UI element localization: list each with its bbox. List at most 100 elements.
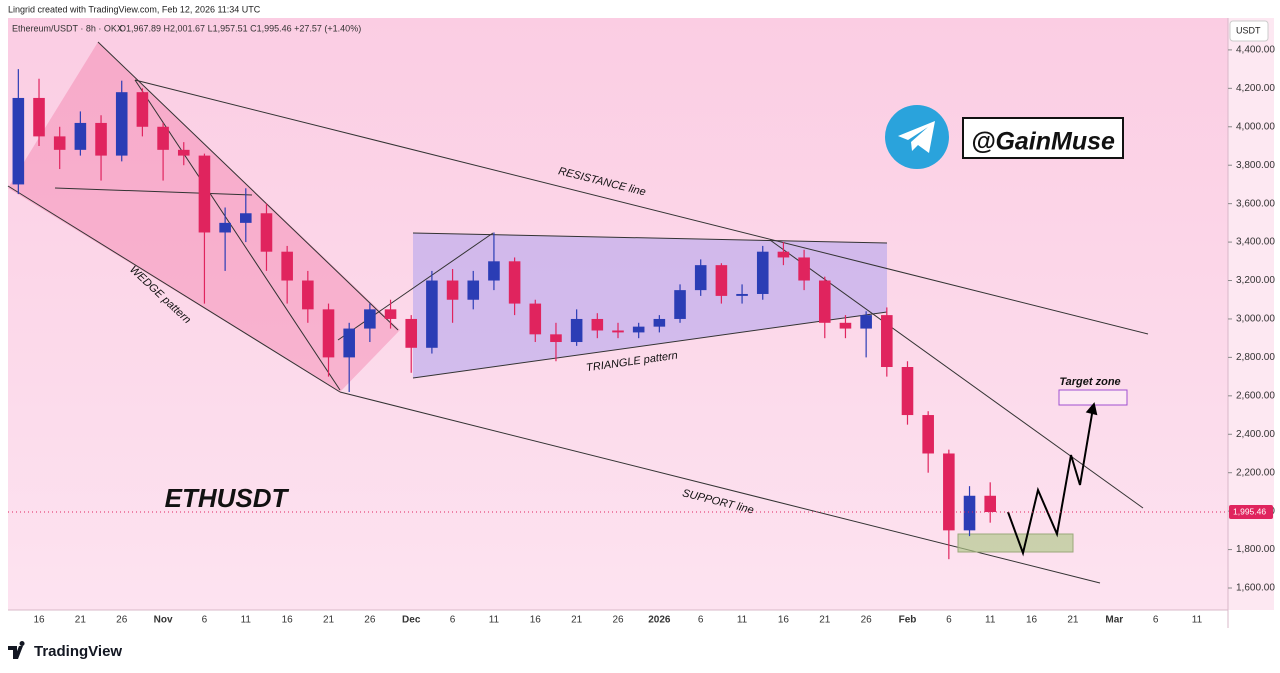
target-box bbox=[1058, 389, 1128, 406]
y-tick-label: 3,600.00 bbox=[1236, 198, 1275, 209]
candle-body bbox=[508, 261, 521, 304]
x-tick-label: 26 bbox=[861, 615, 873, 626]
candle-body bbox=[136, 92, 149, 127]
y-tick-label: 4,400.00 bbox=[1236, 45, 1275, 56]
descending-line bbox=[769, 239, 1144, 509]
candle-body bbox=[798, 257, 810, 281]
candle-body bbox=[446, 280, 459, 300]
y-tick-label: 2,600.00 bbox=[1236, 390, 1275, 401]
candle-body bbox=[74, 122, 87, 150]
x-tick-label: 6 bbox=[1153, 615, 1159, 626]
chart-title: Ethereum/USDT · 8h · OKX bbox=[12, 23, 123, 33]
trend-lines bbox=[7, 41, 1149, 584]
brand-logo bbox=[8, 641, 25, 659]
candle-body bbox=[302, 280, 314, 310]
target-label: Target zone bbox=[1059, 376, 1120, 388]
resistance-line bbox=[134, 79, 1149, 335]
y-tick-label: 3,400.00 bbox=[1236, 237, 1275, 248]
x-tick-label: 16 bbox=[33, 615, 45, 626]
candles bbox=[12, 69, 996, 560]
symbol-label: ETHUSDT bbox=[165, 483, 290, 513]
x-tick-label: Dec bbox=[402, 615, 421, 626]
telegram-plane bbox=[898, 121, 935, 153]
x-tick-label: 11 bbox=[489, 615, 500, 626]
x-tick-label: 21 bbox=[1067, 615, 1079, 626]
candle-body bbox=[12, 97, 25, 185]
x-tick-label: 21 bbox=[75, 615, 87, 626]
watermark: @GainMuse bbox=[971, 128, 1115, 156]
watermark-box bbox=[962, 117, 1124, 159]
y-tick-label: 3,200.00 bbox=[1236, 275, 1275, 286]
wedge-inner bbox=[134, 79, 341, 391]
x-tick-label: 6 bbox=[202, 615, 208, 626]
candle-body bbox=[260, 213, 273, 252]
x-tick-label: 16 bbox=[282, 615, 294, 626]
candle-body bbox=[570, 318, 583, 343]
x-tick-label: 21 bbox=[323, 615, 335, 626]
x-tick-label: 26 bbox=[612, 615, 624, 626]
x-tick-label: 21 bbox=[819, 615, 831, 626]
candle-body bbox=[550, 334, 562, 343]
candle-body bbox=[839, 322, 852, 329]
candle-body bbox=[177, 149, 190, 156]
candle-body bbox=[818, 280, 831, 323]
candle-body bbox=[115, 92, 128, 156]
candle-body bbox=[860, 315, 872, 329]
candle-body bbox=[240, 213, 252, 223]
y-tick-label: 3,800.00 bbox=[1236, 160, 1275, 171]
x-tick-label: 11 bbox=[737, 615, 748, 626]
candle-body bbox=[922, 415, 934, 454]
x-tick-label: Feb bbox=[899, 615, 917, 626]
candle-body bbox=[736, 293, 748, 296]
last-price-box bbox=[1229, 505, 1273, 520]
triangle-top bbox=[412, 232, 888, 244]
last-price-label: 1,995.46 bbox=[1233, 506, 1266, 516]
x-tick-label: 11 bbox=[241, 615, 252, 626]
candle-body bbox=[674, 290, 686, 319]
wedge-upper bbox=[97, 41, 399, 331]
y-tick-label: 1,600.00 bbox=[1236, 583, 1275, 594]
y-tick-label: 2,200.00 bbox=[1236, 467, 1275, 478]
candle-body bbox=[963, 495, 976, 531]
candle-body bbox=[343, 328, 355, 358]
demand-zone bbox=[957, 533, 1074, 553]
candle-body bbox=[157, 126, 169, 150]
candle-body bbox=[95, 122, 107, 156]
candle-body bbox=[467, 280, 480, 300]
x-tick-label: 2026 bbox=[648, 615, 671, 626]
ohlc-header: O1,967.89 H2,001.67 L1,957.51 C1,995.46 … bbox=[119, 23, 361, 33]
y-tick-label: 4,200.00 bbox=[1236, 83, 1275, 94]
candle-body bbox=[219, 222, 231, 233]
x-tick-label: 16 bbox=[530, 615, 542, 626]
candle-body bbox=[694, 265, 707, 291]
branding: TradingView bbox=[8, 641, 122, 660]
candle-body bbox=[384, 309, 397, 319]
x-tick-label: Nov bbox=[154, 615, 173, 626]
x-tick-label: 6 bbox=[450, 615, 456, 626]
x-tick-label: 16 bbox=[1026, 615, 1038, 626]
y-tick-label: 2,400.00 bbox=[1236, 429, 1275, 440]
triangle-entry bbox=[337, 232, 494, 341]
x-tick-label: 26 bbox=[364, 615, 376, 626]
candle-body bbox=[488, 261, 500, 281]
y-tick-label: 4,000.00 bbox=[1236, 121, 1275, 132]
candle-body bbox=[529, 303, 542, 335]
triangle-bottom bbox=[412, 311, 888, 379]
candle-body bbox=[426, 280, 438, 348]
y-tick-label: 2,800.00 bbox=[1236, 352, 1275, 363]
candle-body bbox=[591, 318, 604, 331]
candle-body bbox=[901, 367, 914, 416]
candle-body bbox=[53, 136, 66, 150]
candle-body bbox=[756, 251, 769, 294]
candle-body bbox=[405, 318, 418, 348]
x-tick-label: Mar bbox=[1105, 615, 1123, 626]
wedge-mid bbox=[54, 187, 253, 196]
candle-body bbox=[881, 315, 893, 368]
x-tick-label: 6 bbox=[946, 615, 952, 626]
candle-body bbox=[943, 453, 955, 531]
x-tick-label: 26 bbox=[116, 615, 128, 626]
candle-body bbox=[632, 326, 645, 333]
x-tick-label: 11 bbox=[985, 615, 996, 626]
credit: Lingrid created with TradingView.com, Fe… bbox=[8, 4, 261, 14]
